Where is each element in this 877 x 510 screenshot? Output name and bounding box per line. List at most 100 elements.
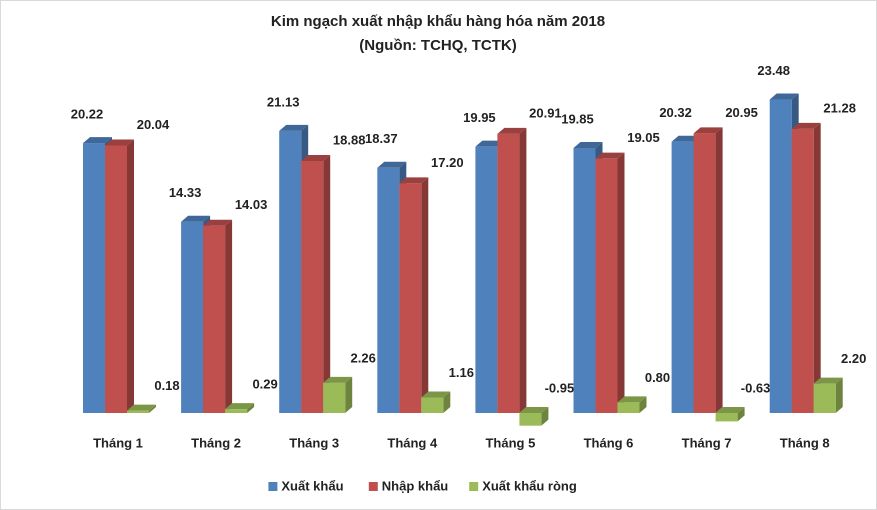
bar-top <box>203 219 233 226</box>
legend-swatch <box>368 482 378 491</box>
bar <box>475 146 498 414</box>
data-label: 2.20 <box>841 351 866 366</box>
data-label: 18.88 <box>333 132 366 147</box>
bar-side <box>443 391 451 413</box>
bar <box>301 160 324 413</box>
bar-side <box>127 139 134 413</box>
bar-side <box>737 407 745 422</box>
legend-swatch <box>268 482 278 491</box>
data-label: 18.37 <box>365 131 398 146</box>
bar-top <box>301 154 331 161</box>
bar <box>203 225 226 413</box>
data-label: 20.91 <box>529 105 562 120</box>
bar <box>323 382 346 413</box>
bar-top <box>595 152 625 159</box>
data-label: 20.04 <box>137 117 170 132</box>
data-label: -0.63 <box>741 380 771 395</box>
data-label: -0.95 <box>545 380 575 395</box>
bar-side <box>617 152 625 413</box>
bar <box>617 402 640 413</box>
data-label: 19.95 <box>463 110 496 125</box>
bar-top <box>181 215 211 222</box>
bar-top <box>617 396 647 403</box>
bar-top <box>421 391 451 398</box>
bar-side <box>715 127 723 413</box>
bar <box>421 397 444 413</box>
bar-side <box>225 219 233 413</box>
data-label: 20.95 <box>725 105 758 120</box>
data-label: 19.85 <box>561 111 594 126</box>
chart-title: Kim ngạch xuất nhập khẩu hàng hóa năm 20… <box>271 13 605 30</box>
bar-side <box>323 154 331 413</box>
bar-top <box>715 407 745 413</box>
x-tick-label: Tháng 7 <box>682 435 732 450</box>
bar <box>83 143 105 414</box>
bar-side <box>813 122 821 414</box>
bar <box>399 183 422 413</box>
bar-side <box>421 177 429 413</box>
bar <box>769 99 792 414</box>
bar <box>181 221 204 413</box>
data-label: 1.16 <box>449 365 474 380</box>
bar-side <box>149 404 156 413</box>
data-label: 0.18 <box>154 378 179 393</box>
bar-top <box>399 177 429 184</box>
bar-side <box>345 376 353 413</box>
bar <box>497 133 520 413</box>
x-tick-label: Tháng 6 <box>584 435 634 450</box>
bar-top <box>83 137 112 144</box>
legend-label: Nhập khẩu <box>382 478 449 493</box>
bar <box>225 409 248 413</box>
bar <box>693 133 716 413</box>
bar <box>715 413 738 422</box>
bar-top <box>105 139 134 146</box>
bar-top <box>225 403 255 410</box>
bar <box>127 410 149 413</box>
bar-top <box>813 377 843 384</box>
x-tick-label: Tháng 5 <box>485 435 535 450</box>
data-label: 21.28 <box>823 100 856 115</box>
legend-label: Xuất khẩu <box>281 478 343 493</box>
x-tick-label: Tháng 4 <box>387 435 438 450</box>
bar-side <box>247 403 255 413</box>
bar-top <box>791 122 821 129</box>
data-label: 2.26 <box>351 350 376 365</box>
bar-top <box>573 142 603 149</box>
legend-swatch <box>469 482 479 491</box>
x-tick-label: Tháng 2 <box>191 435 241 450</box>
bar-top <box>671 135 701 142</box>
bar-top <box>519 407 549 413</box>
x-tick-label: Tháng 8 <box>780 435 830 450</box>
bar-top <box>279 124 309 131</box>
data-label: 14.33 <box>169 185 202 200</box>
bar <box>671 141 694 413</box>
chart-subtitle: (Nguồn: TCHQ, TCTK) <box>359 37 516 54</box>
data-label: 19.05 <box>627 130 660 145</box>
data-label: 23.48 <box>757 63 790 78</box>
bar <box>595 158 618 413</box>
bar-side <box>835 377 843 413</box>
bar <box>573 148 596 413</box>
bar-side <box>639 396 647 413</box>
legend-label: Xuất khẩu ròng <box>482 478 577 493</box>
bar-top <box>693 127 723 134</box>
data-label: 0.29 <box>252 377 277 392</box>
bar-top <box>497 127 527 134</box>
x-tick-label: Tháng 1 <box>93 435 143 450</box>
bar-top <box>475 140 505 147</box>
data-label: 0.80 <box>645 370 670 385</box>
data-label: 20.22 <box>71 107 104 122</box>
data-label: 17.20 <box>431 155 464 170</box>
x-tick-label: Tháng 3 <box>289 435 339 450</box>
bar <box>519 413 542 426</box>
bar-top <box>127 404 156 411</box>
data-label: 20.32 <box>659 105 692 120</box>
bar <box>813 383 836 413</box>
bar <box>279 130 302 414</box>
data-label: 21.13 <box>267 94 300 109</box>
bar-top <box>769 93 799 100</box>
bar <box>377 167 400 413</box>
data-label: 14.03 <box>235 197 268 212</box>
